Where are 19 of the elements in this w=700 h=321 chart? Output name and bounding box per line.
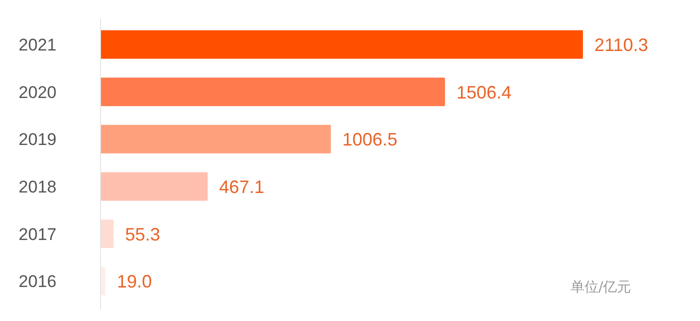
data-label: 1006.5 [342,130,398,150]
data-label: 1506.4 [456,82,512,102]
data-label: 2110.3 [594,35,648,56]
y-tick-label: 2017 [18,224,57,244]
y-tick-label: 2016 [18,272,57,292]
data-label: 19.0 [116,272,152,292]
y-tick-label: 2021 [18,36,57,55]
bar [100,266,106,296]
data-label: 55.3 [125,224,160,244]
y-tick-label: 2020 [18,82,57,102]
bar [100,124,331,154]
bar [100,78,446,106]
annotation: 单位/亿元 [570,280,632,296]
bar [100,172,208,201]
y-tick-label: 2018 [18,177,57,196]
data-label: 467.1 [219,176,264,197]
y-tick-label: 2019 [18,130,57,150]
bar [100,220,114,248]
bar [100,30,583,59]
